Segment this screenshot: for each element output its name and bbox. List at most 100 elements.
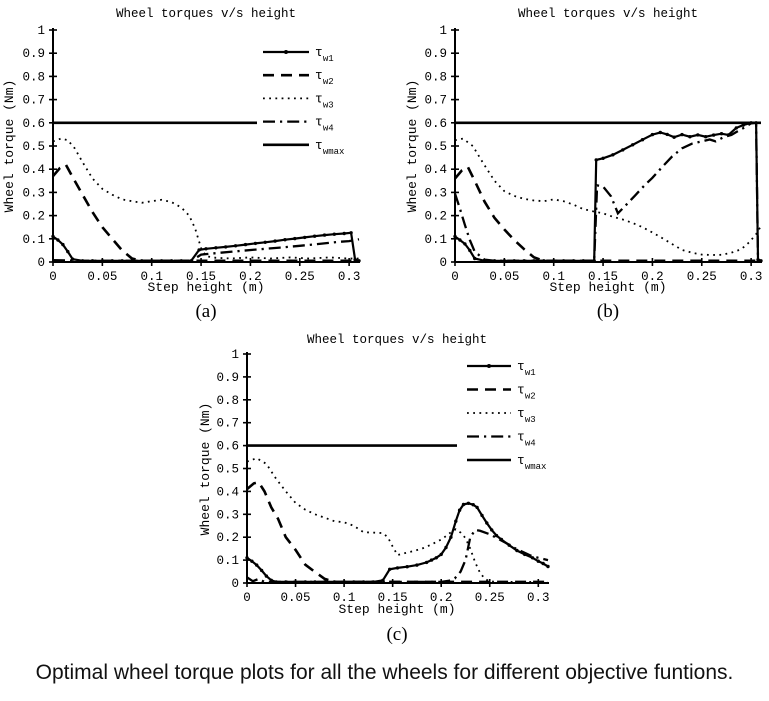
x-tick-label: 0.2 <box>430 591 453 605</box>
x-tick-label: 0 <box>243 591 251 605</box>
y-tick-label: 0.9 <box>424 47 447 61</box>
y-tick-label: 0 <box>37 256 45 270</box>
chart-title: Wheel torques v/s height <box>116 7 296 21</box>
y-tick-label: 0.7 <box>216 417 239 431</box>
y-tick-label: 0.6 <box>216 440 239 454</box>
series-tau_w2 <box>52 162 359 263</box>
data-point-marker <box>313 580 317 584</box>
chart-title: Wheel torques v/s height <box>518 7 698 21</box>
data-point-marker <box>342 231 346 236</box>
data-point-marker <box>439 552 443 557</box>
data-point-marker <box>473 256 477 261</box>
y-tick-label: 0.6 <box>22 117 45 131</box>
data-point-marker <box>592 259 596 263</box>
data-point-marker <box>434 556 438 560</box>
x-tick-label: 0.25 <box>475 591 505 605</box>
data-point-marker <box>502 259 507 263</box>
data-point-marker <box>424 560 429 565</box>
data-point-marker <box>490 528 494 532</box>
data-point-marker <box>611 153 615 157</box>
data-point-marker <box>658 130 662 135</box>
data-point-marker <box>680 132 684 137</box>
y-axis-label: Wheel torque (Nm) <box>2 80 17 213</box>
legend-background <box>457 355 580 473</box>
chart-title: Wheel torques v/s height <box>307 333 487 347</box>
y-tick-label: 0.5 <box>424 140 447 154</box>
x-axis-label: Step height (m) <box>338 602 455 617</box>
data-point-marker <box>454 519 458 523</box>
data-point-marker <box>719 132 724 136</box>
series-tau_w4 <box>453 121 762 262</box>
data-point-marker <box>90 259 95 263</box>
data-point-marker <box>197 248 201 252</box>
x-tick-label: 0 <box>49 270 57 284</box>
x-tick-label: 0.1 <box>542 270 565 284</box>
y-tick-label: 0.5 <box>216 463 239 477</box>
series-tau_w2 <box>454 165 761 263</box>
data-point-marker <box>224 245 228 249</box>
x-tick-label: 0.3 <box>338 270 361 284</box>
data-point-marker <box>349 231 353 235</box>
chart-c-canvas: 0 0.05 0.1 0.15 0.2 0.25 0.3 0 0.1 0.2 0.3 0.4 0.5 0.… <box>198 333 580 645</box>
y-tick-label: 0.1 <box>424 233 447 247</box>
y-tick-label: 0.1 <box>216 554 239 568</box>
y-tick-label: 0.4 <box>216 485 239 499</box>
data-point-marker <box>704 135 708 139</box>
data-point-marker <box>734 126 738 130</box>
data-point-marker <box>395 566 400 570</box>
x-tick-label: 0.25 <box>687 270 717 284</box>
data-point-marker <box>429 558 434 562</box>
series-tau_w2 <box>246 480 548 584</box>
data-point-marker <box>56 238 60 242</box>
y-tick-label: 0.9 <box>216 371 239 385</box>
data-point-marker <box>475 505 479 510</box>
data-point-marker <box>233 244 238 248</box>
data-point-marker <box>293 236 297 241</box>
data-point-marker <box>204 247 208 251</box>
x-tick-label: 0.15 <box>186 270 216 284</box>
x-tick-label: 0.25 <box>285 270 315 284</box>
y-tick-label: 0.3 <box>424 186 447 200</box>
x-tick-label: 0.3 <box>740 270 763 284</box>
data-point-marker <box>471 503 475 507</box>
data-point-marker <box>283 238 287 242</box>
x-axis-label: Step height (m) <box>147 280 264 295</box>
data-point-marker <box>741 123 745 127</box>
data-point-marker <box>494 533 499 538</box>
data-point-marker <box>621 148 625 152</box>
data-point-marker <box>243 242 248 247</box>
data-point-marker <box>650 132 655 137</box>
data-point-marker <box>515 548 519 553</box>
y-tick-label: 0.7 <box>22 94 45 108</box>
data-point-marker <box>312 234 317 238</box>
chart-b-canvas: 0 0.05 0.1 0.15 0.2 0.25 0.3 0 0.1 0.2 0.3 0.4 0.5 0.… <box>405 7 763 322</box>
x-tick-label: 0.1 <box>333 591 356 605</box>
data-point-marker <box>601 156 605 160</box>
data-point-marker <box>711 133 716 137</box>
data-point-marker <box>120 259 124 263</box>
x-tick-label: 0.3 <box>527 591 550 605</box>
data-point-marker <box>463 242 467 246</box>
data-point-marker <box>458 238 462 242</box>
x-tick-label: 0.05 <box>87 270 117 284</box>
data-point-marker <box>353 258 357 262</box>
data-point-marker <box>468 248 472 253</box>
data-point-marker <box>696 133 700 137</box>
y-tick-label: 0.8 <box>216 394 239 408</box>
y-tick-label: 0.2 <box>22 210 45 224</box>
figure-caption: Optimal wheel torque plots for all the w… <box>35 661 734 684</box>
data-point-marker <box>255 563 259 567</box>
data-point-marker <box>66 249 70 254</box>
data-point-marker <box>541 561 545 566</box>
x-tick-label: 0.1 <box>140 270 163 284</box>
legend-marker-sample <box>487 364 491 368</box>
x-axis-label: Step height (m) <box>549 280 666 295</box>
data-point-marker <box>263 240 267 244</box>
y-tick-label: 0.7 <box>424 94 447 108</box>
data-point-marker <box>61 242 65 247</box>
data-point-marker <box>51 234 55 239</box>
legend-background <box>257 40 382 156</box>
x-tick-label: 0.15 <box>378 591 408 605</box>
series-tau_w4 <box>246 528 549 584</box>
